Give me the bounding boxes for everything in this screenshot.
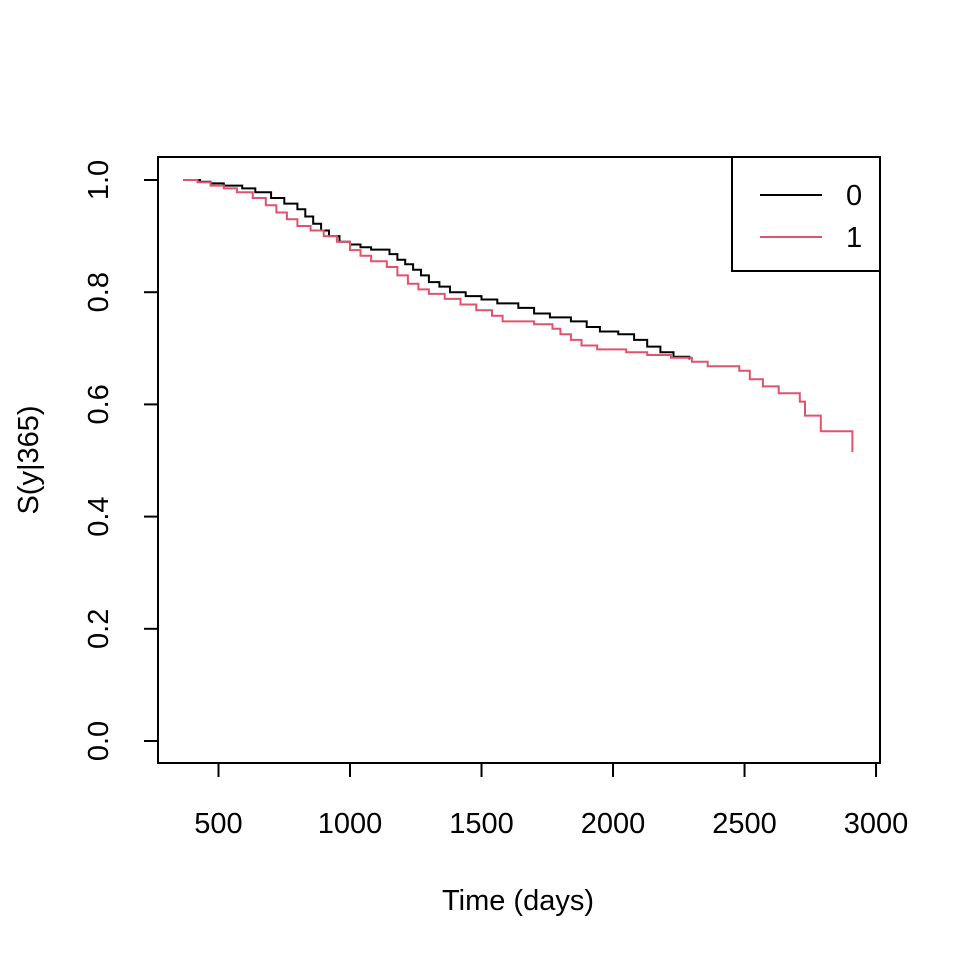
y-tick-label: 0.2 bbox=[83, 609, 115, 649]
series-line-1 bbox=[183, 179, 854, 453]
x-tick-label: 500 bbox=[194, 808, 242, 840]
x-tick-label: 1000 bbox=[318, 808, 383, 840]
x-tick-label: 2500 bbox=[712, 808, 777, 840]
x-axis-title: Time (days) bbox=[442, 885, 594, 917]
legend-label-1: 1 bbox=[846, 222, 862, 254]
series-line-0 bbox=[183, 179, 691, 360]
y-tick-label: 0.4 bbox=[83, 496, 115, 536]
y-tick-label: 0.6 bbox=[83, 384, 115, 424]
legend-label-0: 0 bbox=[846, 180, 862, 212]
y-tick-label: 1.0 bbox=[83, 160, 115, 200]
x-tick-label: 3000 bbox=[844, 808, 909, 840]
x-tick-label: 1500 bbox=[449, 808, 514, 840]
y-axis-title: S(y|365) bbox=[13, 405, 45, 514]
x-tick-label: 2000 bbox=[581, 808, 646, 840]
x-axis: 500 1000 1500 2000 2500 3000 bbox=[194, 762, 909, 840]
y-axis: 0.0 0.2 0.4 0.6 0.8 1.0 bbox=[83, 160, 159, 761]
y-tick-label: 0.8 bbox=[83, 272, 115, 312]
legend-box bbox=[731, 156, 881, 272]
legend: 01 bbox=[731, 156, 881, 272]
series-layer bbox=[183, 179, 854, 453]
y-tick-label: 0.0 bbox=[83, 721, 115, 761]
